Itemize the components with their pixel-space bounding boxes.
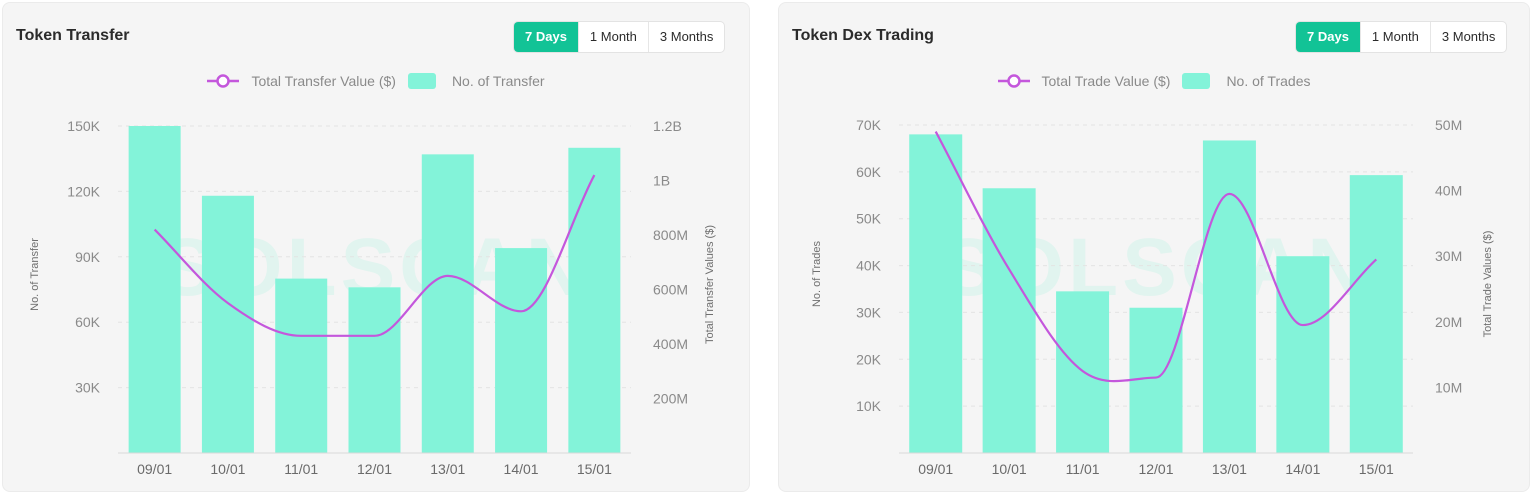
- y-tick-label: 40K: [856, 258, 882, 274]
- y-tick-label: 20K: [856, 351, 882, 367]
- tab-3-months[interactable]: 3 Months: [1429, 22, 1506, 52]
- x-tick-label: 11/01: [284, 461, 318, 477]
- x-tick-label: 15/01: [577, 461, 612, 477]
- y2-tick-label: 1.2B: [653, 118, 682, 134]
- tab-1-month[interactable]: 1 Month: [1359, 22, 1430, 52]
- y-tick-label: 50K: [856, 211, 882, 227]
- x-tick-label: 13/01: [1212, 461, 1247, 477]
- legend-item-bar[interactable]: No. of Transfer: [407, 73, 545, 89]
- bar: [1276, 256, 1330, 453]
- value-line: [153, 174, 596, 337]
- bar: [421, 154, 474, 453]
- y2-tick-label: 1B: [653, 173, 670, 189]
- y2-tick-label: 40M: [1435, 183, 1462, 199]
- card-title: Token Dex Trading: [792, 27, 934, 44]
- bar: [568, 147, 621, 454]
- time-range-tabs: 7 Days 1 Month 3 Months: [513, 21, 726, 53]
- bar-series-icon: [1182, 73, 1211, 89]
- bar: [982, 188, 1036, 453]
- y-tick-label: 30K: [856, 304, 882, 320]
- y-tick-label: 60K: [75, 314, 101, 330]
- bar: [201, 195, 254, 453]
- bar: [348, 287, 401, 453]
- bar: [1349, 175, 1403, 453]
- tab-7-days[interactable]: 7 Days: [1296, 22, 1360, 52]
- y-axis-title: No. of Trades: [811, 240, 823, 307]
- x-tick-label: 13/01: [430, 461, 465, 477]
- x-tick-label: 10/01: [992, 461, 1027, 477]
- y2-tick-label: 30M: [1435, 248, 1462, 264]
- x-tick-label: 09/01: [137, 461, 172, 477]
- token-dex-trading-chart: SOLSCAN10K20K30K40K50K60K70K10M20M30M40M…: [811, 117, 1494, 477]
- chart-legend: Total Trade Value ($) No. of Trades: [779, 73, 1529, 89]
- tab-7-days[interactable]: 7 Days: [514, 22, 578, 52]
- x-tick-label: 09/01: [918, 461, 953, 477]
- bar: [1202, 140, 1256, 453]
- y2-tick-label: 400M: [653, 336, 688, 352]
- bar: [275, 278, 328, 453]
- card-title: Token Transfer: [16, 27, 130, 44]
- y2-tick-label: 50M: [1435, 117, 1462, 133]
- tab-3-months[interactable]: 3 Months: [647, 22, 724, 52]
- x-tick-label: 11/01: [1066, 461, 1100, 477]
- y-tick-label: 10K: [856, 398, 882, 414]
- y-tick-label: 150K: [67, 118, 100, 134]
- legend-item-bar[interactable]: No. of Trades: [1182, 73, 1310, 89]
- x-tick-label: 15/01: [1359, 461, 1394, 477]
- token-transfer-chart: SOLSCAN30K60K90K120K150K200M400M600M800M…: [29, 118, 716, 477]
- line-series-icon: [997, 74, 1030, 88]
- tab-1-month[interactable]: 1 Month: [577, 22, 648, 52]
- chart-legend: Total Transfer Value ($) No. of Transfer: [3, 73, 749, 89]
- y-tick-label: 70K: [856, 117, 882, 133]
- y2-tick-label: 10M: [1435, 379, 1462, 395]
- legend-bar-label: No. of Transfer: [451, 73, 545, 89]
- y-tick-label: 60K: [856, 164, 882, 180]
- legend-item-line[interactable]: Total Transfer Value ($): [207, 73, 396, 89]
- token-transfer-card: Token Transfer 7 Days 1 Month 3 Months T…: [2, 2, 750, 492]
- y-tick-label: 30K: [75, 380, 101, 396]
- legend-line-label: Total Transfer Value ($): [251, 73, 396, 89]
- bar: [1129, 307, 1183, 453]
- legend-line-label: Total Trade Value ($): [1041, 73, 1171, 89]
- x-tick-label: 12/01: [1138, 461, 1173, 477]
- bar: [495, 248, 548, 453]
- value-line: [934, 131, 1378, 383]
- y2-axis-title: Total Transfer Values ($): [704, 225, 716, 344]
- y-axis-title: No. of Transfer: [29, 238, 41, 311]
- y-tick-label: 90K: [75, 249, 101, 265]
- x-tick-label: 14/01: [504, 461, 539, 477]
- y2-tick-label: 600M: [653, 282, 688, 298]
- x-tick-label: 14/01: [1285, 461, 1320, 477]
- legend-bar-label: No. of Trades: [1226, 73, 1311, 89]
- y-tick-label: 120K: [67, 183, 100, 199]
- y2-axis-title: Total Trade Values ($): [1482, 231, 1494, 338]
- bar: [909, 134, 963, 453]
- x-tick-label: 10/01: [210, 461, 245, 477]
- y2-tick-label: 200M: [653, 391, 688, 407]
- time-range-tabs: 7 Days 1 Month 3 Months: [1295, 21, 1508, 53]
- line-series-icon: [207, 74, 240, 88]
- x-tick-label: 12/01: [357, 461, 392, 477]
- y2-tick-label: 20M: [1435, 314, 1462, 330]
- legend-item-line[interactable]: Total Trade Value ($): [997, 73, 1171, 89]
- bar-series-icon: [407, 73, 436, 89]
- y2-tick-label: 800M: [653, 227, 688, 243]
- token-dex-trading-card: Token Dex Trading 7 Days 1 Month 3 Month…: [778, 2, 1530, 492]
- bar: [128, 126, 181, 453]
